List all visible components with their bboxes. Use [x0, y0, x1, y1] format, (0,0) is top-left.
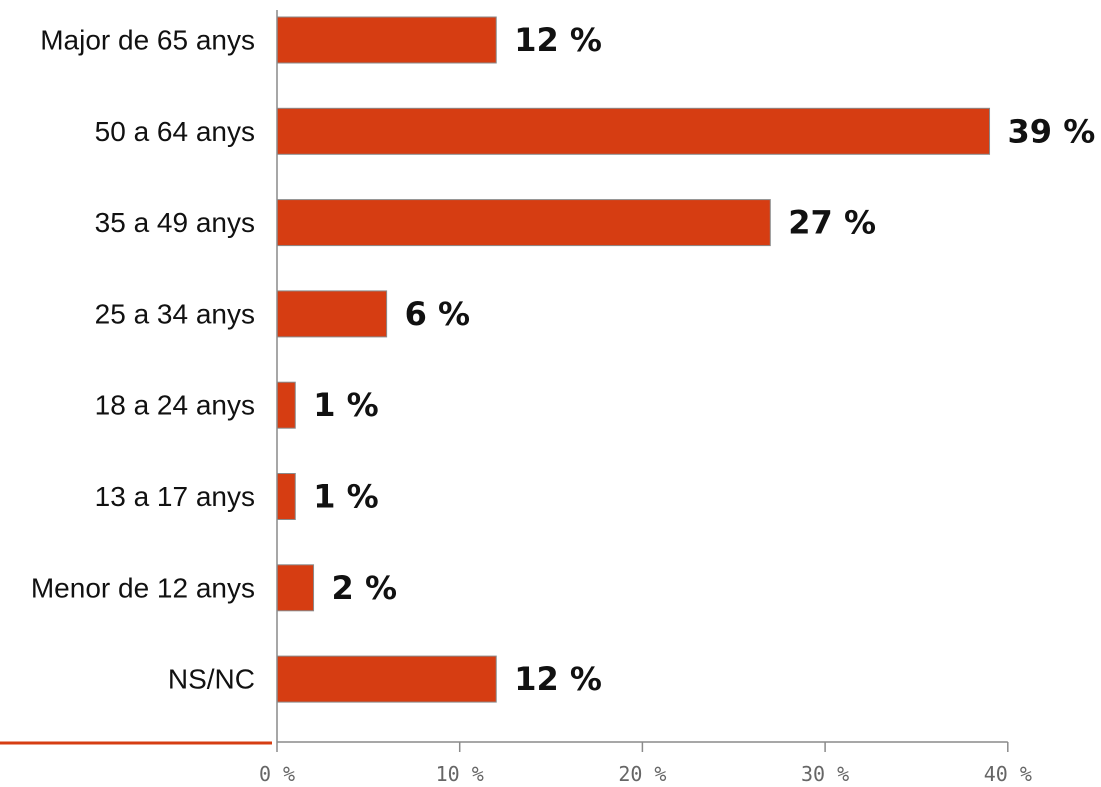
- x-tick-label: 40 %: [984, 762, 1032, 786]
- category-label: Major de 65 anys: [40, 25, 255, 56]
- x-tick-label: 30 %: [801, 762, 849, 786]
- labels-group: Major de 65 anys 12 % 50 a 64 anys 39 % 35 a…: [31, 21, 1095, 786]
- data-label: 6 %: [405, 295, 470, 333]
- category-label: 18 a 24 anys: [95, 390, 255, 421]
- data-label: 1 %: [313, 386, 378, 424]
- data-label: 12 %: [514, 21, 602, 59]
- category-label: 25 a 34 anys: [95, 298, 255, 329]
- bar: [276, 473, 296, 520]
- axes-group: [276, 10, 1009, 752]
- data-label: 1 %: [313, 478, 378, 516]
- bar: [276, 381, 296, 429]
- category-label: 13 a 17 anys: [95, 481, 255, 512]
- data-label: 2 %: [332, 569, 397, 607]
- bar: [276, 564, 315, 612]
- bar: [276, 655, 497, 703]
- x-tick-label: 10 %: [436, 762, 484, 786]
- bar: [276, 16, 497, 64]
- data-label: 12 %: [514, 660, 602, 698]
- category-label: NS/NC: [168, 664, 255, 695]
- category-label: Menor de 12 anys: [31, 572, 255, 603]
- bar: [276, 199, 771, 247]
- data-label: 27 %: [788, 204, 876, 242]
- data-label: 39 %: [1008, 112, 1096, 150]
- bars-group: [276, 16, 991, 703]
- x-tick-label: 0 %: [259, 762, 295, 786]
- category-label: 50 a 64 anys: [95, 116, 255, 147]
- x-tick-label: 20 %: [618, 762, 666, 786]
- category-label: 35 a 49 anys: [95, 207, 255, 238]
- bar: [276, 290, 388, 338]
- bar: [276, 107, 991, 155]
